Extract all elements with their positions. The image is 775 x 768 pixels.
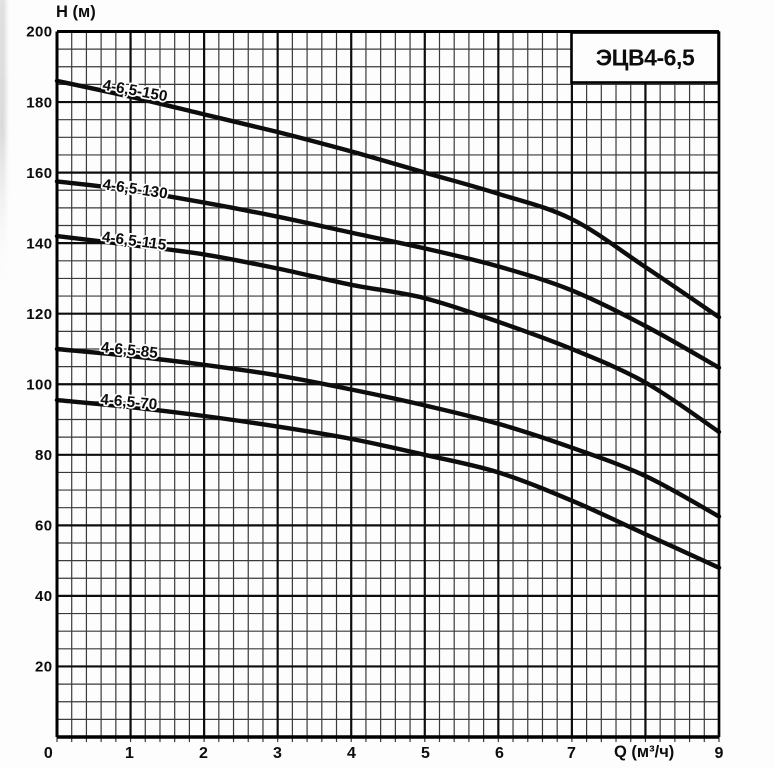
svg-text:5: 5 — [421, 745, 430, 762]
svg-text:6: 6 — [495, 745, 504, 762]
svg-text:160: 160 — [26, 165, 52, 182]
svg-text:2: 2 — [199, 745, 208, 762]
svg-text:0: 0 — [44, 745, 53, 762]
svg-text:7: 7 — [567, 745, 576, 762]
svg-text:100: 100 — [26, 376, 52, 393]
svg-text:1: 1 — [125, 745, 134, 762]
svg-text:40: 40 — [35, 588, 53, 605]
svg-text:20: 20 — [35, 659, 53, 676]
svg-text:140: 140 — [26, 235, 52, 252]
svg-text:80: 80 — [35, 447, 53, 464]
svg-text:Q (м³/ч): Q (м³/ч) — [614, 743, 674, 761]
svg-text:ЭЦВ4-6,5: ЭЦВ4-6,5 — [596, 45, 695, 71]
svg-text:4: 4 — [347, 745, 356, 762]
svg-text:9: 9 — [715, 745, 724, 762]
svg-text:H (м): H (м) — [56, 3, 96, 21]
svg-text:200: 200 — [26, 24, 52, 41]
svg-text:120: 120 — [26, 306, 52, 323]
svg-text:3: 3 — [273, 745, 282, 762]
svg-text:180: 180 — [26, 94, 52, 111]
svg-text:60: 60 — [35, 518, 53, 535]
